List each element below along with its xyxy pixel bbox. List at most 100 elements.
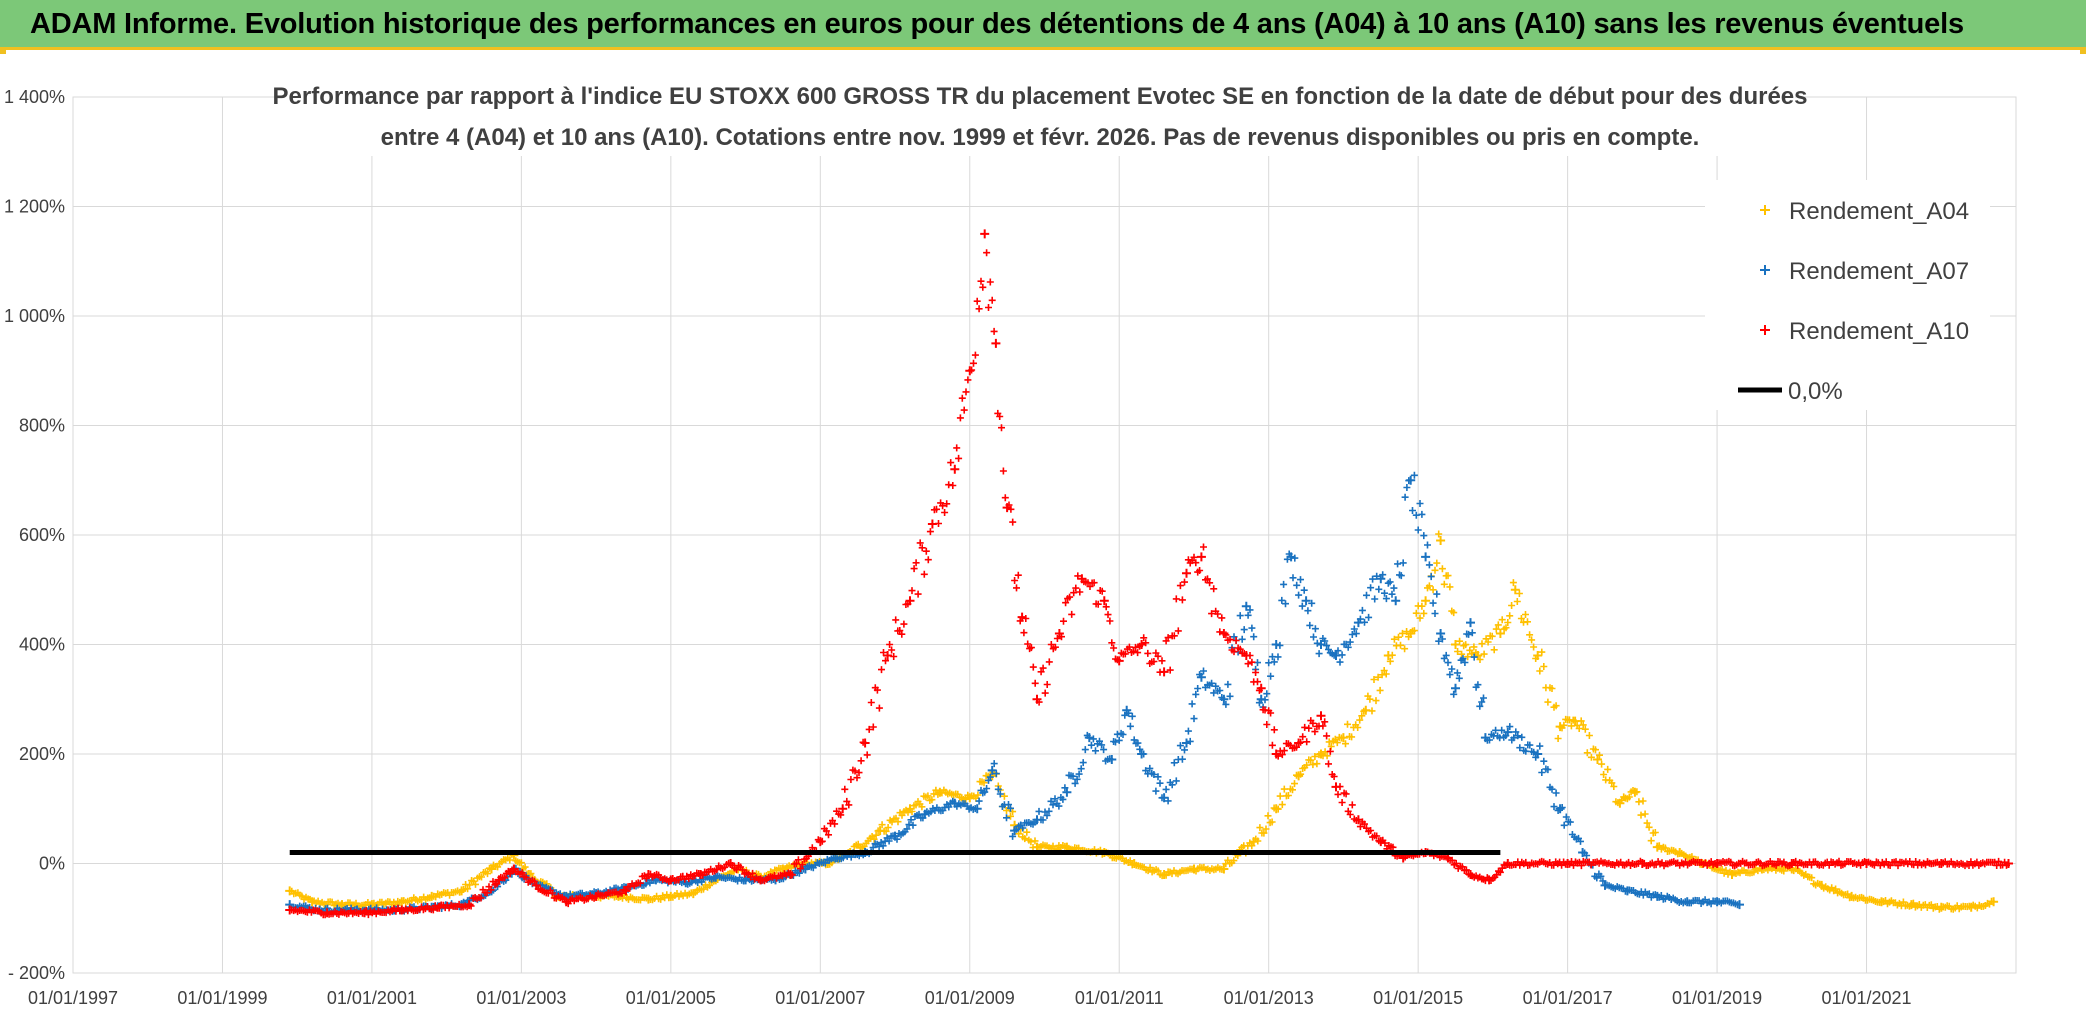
data-point (1039, 664, 1047, 672)
data-point (1262, 825, 1270, 833)
data-point (1045, 658, 1053, 666)
data-point (1184, 727, 1192, 735)
data-point (1548, 785, 1556, 793)
data-point (918, 544, 926, 552)
data-point (1515, 590, 1523, 597)
data-point (1425, 561, 1433, 569)
data-point (1024, 640, 1032, 648)
data-point (506, 856, 514, 864)
data-point (1427, 573, 1435, 581)
data-point (1522, 611, 1529, 618)
data-point (1375, 585, 1383, 593)
data-point (1386, 578, 1394, 586)
data-point (1593, 755, 1602, 764)
data-point (1181, 578, 1188, 586)
data-point (1450, 609, 1458, 617)
data-point (1176, 582, 1184, 590)
data-point (1278, 596, 1286, 604)
data-point (1194, 685, 1202, 692)
data-point (847, 776, 855, 783)
data-point (1316, 711, 1326, 721)
data-point (1210, 585, 1218, 593)
data-point (975, 797, 983, 805)
data-point (1045, 807, 1053, 815)
data-point (1989, 897, 1999, 907)
data-point (1108, 639, 1116, 647)
data-point (1099, 596, 1109, 606)
data-point (1466, 646, 1474, 654)
data-point (822, 827, 830, 835)
data-point (1246, 606, 1254, 614)
data-point (908, 808, 916, 815)
data-point (1250, 633, 1258, 641)
data-point (1510, 585, 1520, 595)
data-point (853, 774, 861, 782)
data-point (1208, 610, 1216, 618)
data-point (1188, 700, 1196, 708)
data-point (1514, 732, 1522, 740)
data-point (998, 424, 1005, 432)
data-point (1125, 643, 1133, 651)
data-point (1458, 650, 1466, 658)
data-point (1136, 745, 1144, 753)
data-point (1263, 690, 1271, 698)
data-point (1319, 722, 1327, 730)
data-point (926, 528, 934, 536)
data-point (818, 837, 826, 845)
data-point (1506, 723, 1514, 731)
data-point (909, 821, 917, 829)
data-point (1106, 617, 1114, 625)
data-point (1019, 824, 1027, 832)
data-point (1492, 625, 1500, 633)
data-point (1137, 640, 1147, 649)
data-point (872, 831, 880, 839)
data-point (1204, 575, 1211, 583)
data-point (1369, 575, 1377, 583)
data-point (1356, 823, 1364, 831)
series-rendement-a07 (285, 471, 1744, 916)
data-point (501, 874, 509, 882)
data-point (1448, 665, 1456, 673)
data-point (1476, 656, 1484, 663)
data-point (1647, 837, 1655, 845)
data-point (851, 767, 859, 775)
data-point (1502, 624, 1510, 632)
data-point (1230, 857, 1238, 865)
data-point (1577, 717, 1585, 725)
data-point (1119, 731, 1127, 738)
data-point (1560, 721, 1568, 729)
data-point (1395, 633, 1402, 641)
data-point (890, 653, 898, 660)
data-point (1075, 770, 1083, 778)
data-point (1416, 500, 1424, 507)
data-point (964, 376, 972, 384)
data-point (1219, 694, 1229, 704)
data-point (1637, 811, 1645, 819)
data-point (991, 338, 1001, 348)
data-point (1218, 614, 1226, 622)
data-point (1486, 736, 1493, 744)
data-point (1150, 771, 1158, 778)
data-point (477, 894, 485, 902)
data-point (1358, 606, 1366, 614)
data-point (1297, 770, 1305, 778)
data-point (1382, 595, 1390, 603)
data-point (1069, 772, 1077, 780)
data-point (882, 657, 889, 665)
data-point (1530, 643, 1538, 651)
data-point (1346, 638, 1354, 646)
data-point (992, 770, 1000, 778)
data-point (548, 889, 556, 897)
data-point (1365, 613, 1373, 621)
data-point (1552, 702, 1560, 710)
data-point (985, 304, 992, 311)
data-point (1264, 812, 1272, 820)
data-point (1200, 543, 1207, 551)
data-point (1303, 738, 1311, 746)
data-point (1308, 599, 1316, 607)
chart-legend: Rendement_A04 Rendement_A07 Rendement_A10 0… (1705, 180, 1990, 410)
y-tick-label: 0% (39, 854, 65, 874)
data-point (1344, 720, 1351, 728)
data-point (1657, 892, 1665, 899)
data-point (1303, 761, 1311, 769)
